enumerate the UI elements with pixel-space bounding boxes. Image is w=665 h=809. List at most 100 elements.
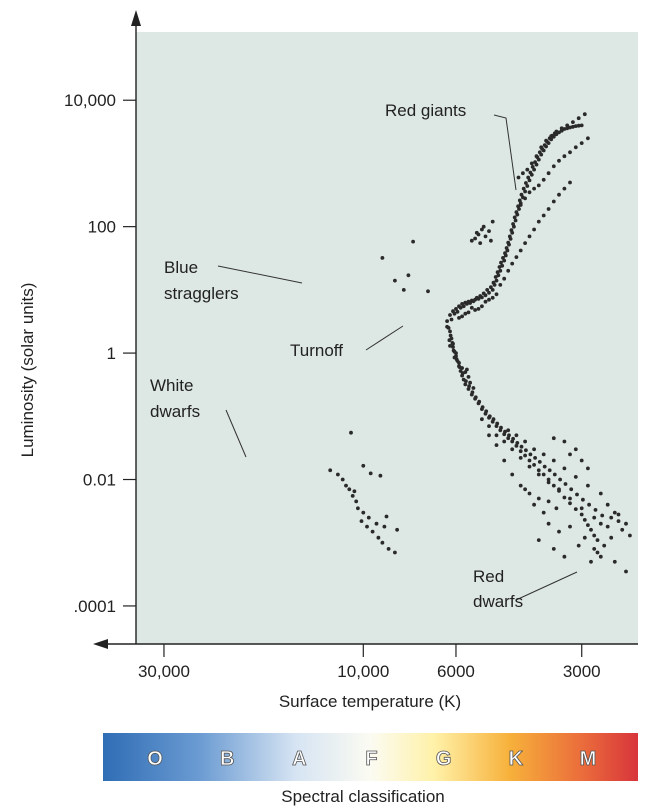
star-point (336, 472, 340, 477)
star-point (506, 240, 511, 245)
star-point (586, 466, 590, 471)
star-point (510, 472, 515, 477)
star-point (573, 124, 578, 128)
star-point (575, 492, 579, 497)
star-point (511, 222, 515, 226)
star-point (527, 190, 532, 195)
star-point (546, 171, 551, 176)
star-point (573, 475, 578, 479)
star-point (467, 384, 471, 388)
star-point (501, 256, 505, 260)
star-point (494, 292, 499, 297)
star-point (562, 154, 567, 159)
star-point (448, 333, 453, 338)
star-point (460, 366, 464, 370)
star-point (506, 268, 511, 273)
spectral-class-letter: M (580, 748, 597, 770)
star-point (536, 472, 541, 477)
star-point (465, 367, 469, 372)
star-point (374, 521, 379, 526)
star-point (466, 387, 471, 391)
star-point (511, 436, 515, 441)
star-point (593, 508, 598, 512)
star-point (529, 161, 534, 166)
star-point (515, 441, 520, 445)
star-point (547, 468, 552, 473)
star-point (503, 429, 507, 434)
star-point (518, 203, 523, 207)
star-point (523, 196, 527, 201)
star-point (484, 409, 489, 414)
star-point (579, 458, 584, 463)
y-tick-label: .0001 (73, 597, 116, 616)
star-point (542, 464, 547, 469)
star-point (536, 468, 541, 473)
star-point (349, 430, 353, 435)
y-axis-title: Luminosity (solar units) (18, 283, 37, 458)
spectral-class-letter: G (436, 748, 452, 770)
star-point (454, 351, 458, 355)
star-point (395, 527, 399, 532)
star-point (609, 515, 614, 520)
x-tick-label: 30,000 (138, 662, 190, 681)
star-point (347, 487, 352, 492)
star-point (494, 443, 499, 447)
annotation-leaders (217, 114, 578, 601)
star-point (546, 477, 551, 482)
y-axis (131, 10, 141, 644)
star-point (499, 425, 503, 430)
star-point (562, 439, 567, 444)
star-point (465, 302, 469, 306)
star-point (361, 463, 366, 468)
star-point (366, 515, 371, 520)
turnoff-leader (365, 325, 404, 351)
star-point (558, 477, 562, 482)
star-point (380, 540, 385, 545)
star-point (469, 238, 474, 243)
star-point (498, 283, 503, 287)
star-point (491, 280, 496, 285)
star-point (502, 458, 507, 463)
x-ticks: 30,000 10,000 6000 3000 (138, 644, 601, 681)
star-point (445, 319, 449, 323)
star-point (571, 120, 575, 124)
star-point (598, 554, 603, 559)
star-point (510, 447, 515, 452)
star-point (448, 313, 452, 317)
star-point (573, 507, 578, 511)
star-point (582, 535, 587, 540)
star-point (448, 344, 452, 348)
star-point (494, 433, 499, 438)
star-point (487, 297, 491, 302)
star-point (532, 447, 536, 452)
star-point (534, 154, 539, 159)
star-point (483, 234, 488, 239)
star-point (518, 456, 523, 460)
star-point (527, 491, 532, 496)
y-ticks: 10,000 100 1 0.01 .0001 (64, 91, 136, 616)
star-point (426, 289, 430, 294)
star-point (510, 261, 515, 266)
star-point (452, 311, 457, 316)
star-point (568, 452, 572, 457)
star-point (344, 483, 348, 488)
star-point (458, 305, 463, 310)
star-point (524, 448, 528, 453)
star-point (551, 458, 556, 463)
star-point (406, 273, 411, 278)
star-point (473, 308, 477, 312)
star-point (502, 276, 507, 281)
star-point (579, 512, 584, 517)
star-point (616, 512, 621, 517)
star-point (480, 417, 484, 422)
star-point (497, 265, 502, 269)
star-point (586, 523, 590, 527)
star-point (542, 143, 547, 148)
y-tick-label: 0.01 (83, 471, 116, 490)
star-point (571, 124, 575, 129)
star-point (460, 314, 464, 319)
star-point (576, 116, 581, 121)
star-point (568, 125, 572, 130)
star-point (628, 533, 632, 538)
star-point (495, 270, 500, 275)
